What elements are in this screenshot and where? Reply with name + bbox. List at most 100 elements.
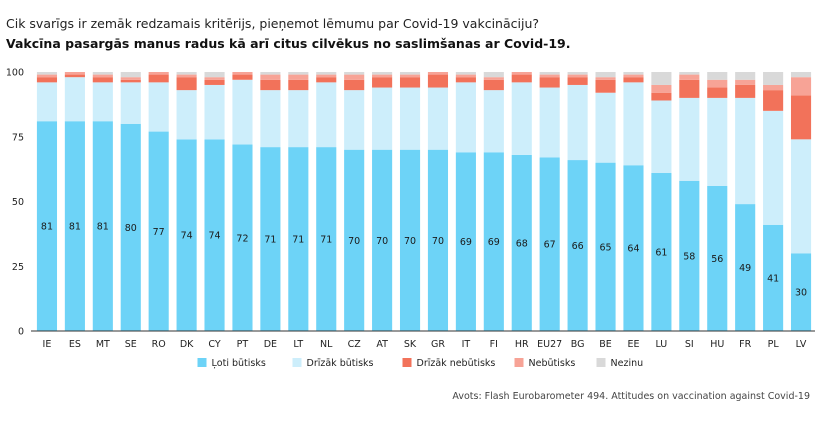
bar-value-label: 70 xyxy=(432,236,444,247)
chart-subtitle: Vakcīna pasargās manus radus kā arī citu… xyxy=(6,36,571,51)
bar-value-label: 69 xyxy=(460,237,472,248)
y-tick-label: 50 xyxy=(12,197,24,208)
x-category-label: MT xyxy=(96,339,110,350)
bar-segment xyxy=(623,77,644,83)
bar-segment xyxy=(316,77,337,83)
bar-value-label: 70 xyxy=(348,236,360,247)
bar-segment xyxy=(790,77,812,96)
x-category-label: DE xyxy=(264,339,277,350)
bar-segment xyxy=(735,79,756,85)
bar-segment xyxy=(595,92,616,163)
bar-segment xyxy=(64,121,85,332)
bar-segment xyxy=(790,139,812,254)
bar-segment xyxy=(148,131,169,331)
bar-value-label: 49 xyxy=(739,263,751,274)
bar-segment xyxy=(567,84,588,161)
x-category-label: LV xyxy=(796,339,807,350)
bar-segment xyxy=(372,77,393,88)
bar-value-label: 64 xyxy=(627,244,639,255)
bar-segment xyxy=(120,82,141,124)
bar-segment xyxy=(232,79,253,145)
bar-segment xyxy=(427,87,449,150)
bar-segment xyxy=(595,72,616,78)
bar-segment xyxy=(707,185,728,331)
bar-segment xyxy=(790,72,812,78)
bar-segment xyxy=(623,72,644,75)
bar-segment xyxy=(260,90,281,148)
bar-segment xyxy=(64,77,85,122)
x-category-label: LU xyxy=(655,339,667,350)
bar-segment xyxy=(204,139,225,331)
x-category-label: IE xyxy=(43,339,52,350)
bar-segment xyxy=(288,72,309,75)
x-category-label: ES xyxy=(69,339,81,350)
bar-segment xyxy=(679,72,700,75)
y-tick-label: 75 xyxy=(12,132,24,143)
bar-segment xyxy=(344,90,365,150)
bar-segment xyxy=(539,157,560,331)
bar-segment xyxy=(651,72,672,85)
bar-segment xyxy=(455,152,476,331)
bar-segment xyxy=(623,74,644,78)
bar-segment xyxy=(651,173,672,331)
x-category-label: NL xyxy=(320,339,333,350)
bar-segment xyxy=(595,79,616,93)
bar-value-label: 81 xyxy=(97,222,109,233)
bar-segment xyxy=(707,97,728,186)
legend-swatch xyxy=(292,358,302,367)
bar-value-label: 71 xyxy=(264,235,276,246)
bar-segment xyxy=(567,74,588,78)
bar-segment xyxy=(372,149,393,331)
bar-segment xyxy=(148,82,169,132)
bar-segment xyxy=(790,95,812,140)
bar-segment xyxy=(92,74,113,78)
bar-value-label: 56 xyxy=(711,254,723,265)
bar-value-label: 81 xyxy=(69,222,81,233)
bar-segment xyxy=(455,82,476,153)
legend-swatch xyxy=(197,358,207,367)
bar-segment xyxy=(455,72,476,75)
bar-segment xyxy=(316,82,337,148)
bar-segment xyxy=(707,72,728,80)
bar-segment xyxy=(288,147,309,331)
bar-segment xyxy=(316,72,337,75)
bar-value-label: 65 xyxy=(599,242,611,253)
x-category-label: DK xyxy=(180,339,194,350)
bar-segment xyxy=(372,72,393,75)
bar-segment xyxy=(455,77,476,83)
bar-segment xyxy=(539,74,560,78)
bar-segment xyxy=(483,72,504,78)
bar-segment xyxy=(232,72,253,75)
bar-segment xyxy=(176,77,197,91)
bar-segment xyxy=(679,74,700,80)
bar-segment xyxy=(483,79,504,91)
bar-segment xyxy=(539,87,560,158)
bar-segment xyxy=(651,84,672,93)
bar-segment xyxy=(344,72,365,75)
bar-segment xyxy=(483,152,504,331)
bar-segment xyxy=(232,74,253,80)
bar-segment xyxy=(36,72,58,75)
legend-swatch xyxy=(514,358,524,367)
bar-segment xyxy=(204,84,225,140)
bar-value-label: 66 xyxy=(572,241,584,252)
bar-segment xyxy=(399,72,421,75)
legend-label: Nezinu xyxy=(611,358,644,369)
bar-segment xyxy=(763,110,784,225)
bar-segment xyxy=(204,72,225,78)
bar-segment xyxy=(427,149,449,331)
x-category-label: RO xyxy=(152,339,166,350)
bar-segment xyxy=(120,79,141,83)
x-category-label: PT xyxy=(237,339,249,350)
bar-segment xyxy=(483,90,504,153)
bar-segment xyxy=(679,79,700,98)
x-category-label: IT xyxy=(462,339,471,350)
bar-segment xyxy=(763,84,784,91)
bar-value-label: 72 xyxy=(236,233,248,244)
bar-value-label: 81 xyxy=(41,222,53,233)
bar-segment xyxy=(120,72,141,78)
bar-segment xyxy=(36,121,58,332)
x-category-label: SE xyxy=(125,339,137,350)
x-category-label: SI xyxy=(685,339,694,350)
